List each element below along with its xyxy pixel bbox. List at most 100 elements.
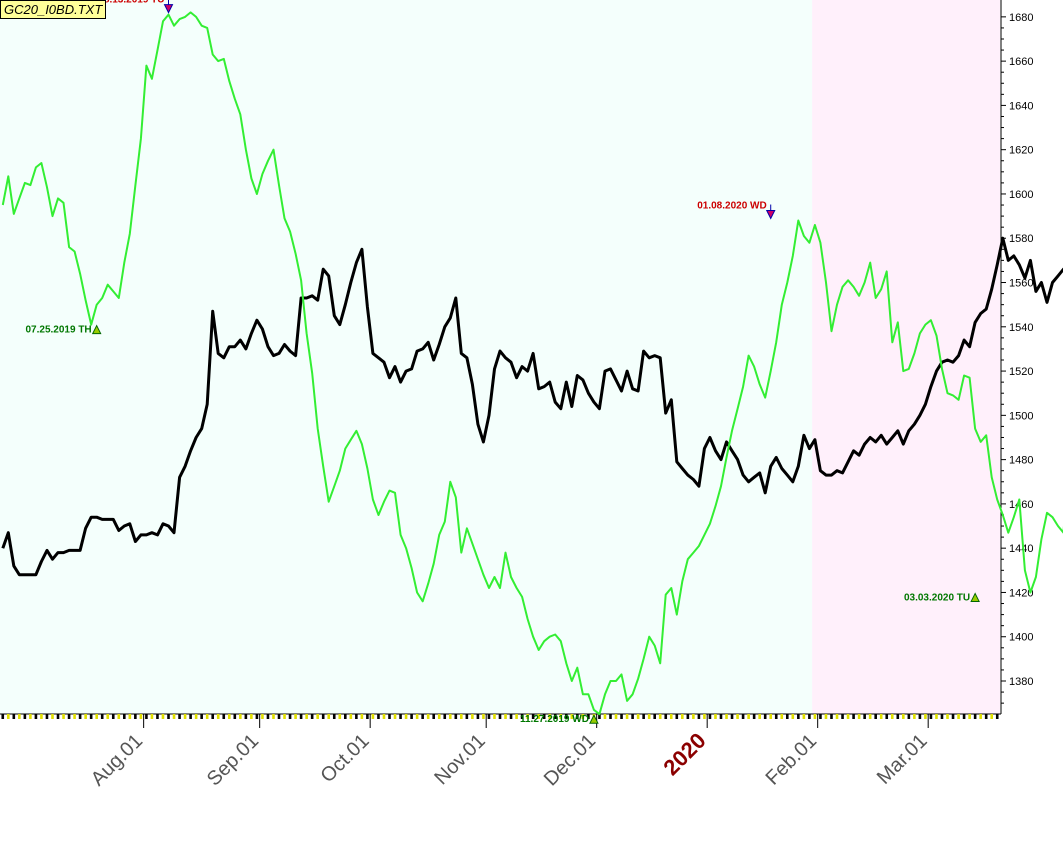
x-day-tick [283, 714, 286, 719]
x-day-tick [686, 714, 690, 719]
chart-title: GC20_I0BD.TXT [0, 0, 107, 19]
x-day-tick [156, 714, 159, 719]
x-day-tick [117, 714, 121, 719]
x-day-tick [404, 714, 408, 719]
x-day-tick [272, 714, 275, 719]
x-day-tick [432, 714, 436, 719]
y-tick-label: 1560 [1009, 278, 1033, 290]
x-day-tick [437, 714, 441, 719]
x-day-tick [482, 714, 485, 719]
x-day-tick [769, 714, 773, 719]
x-day-tick [1, 714, 5, 719]
x-day-tick [846, 714, 850, 719]
y-tick-label: 1400 [1009, 632, 1033, 644]
x-day-tick [763, 714, 767, 719]
x-day-tick [913, 714, 916, 719]
x-day-tick [564, 714, 568, 719]
x-day-tick [145, 714, 148, 719]
x-day-tick [288, 714, 292, 719]
x-day-tick [852, 714, 855, 719]
x-day-tick [520, 714, 524, 719]
x-day-tick [167, 714, 170, 719]
pivot-low-marker [970, 592, 980, 602]
month-label: Sep.01 [203, 730, 263, 790]
x-day-tick [819, 714, 822, 719]
x-day-tick [183, 714, 187, 719]
x-day-tick [835, 714, 839, 719]
x-day-tick [973, 714, 977, 719]
x-day-tick [327, 714, 331, 719]
x-day-tick [266, 714, 270, 719]
x-day-tick [321, 714, 325, 719]
x-day-tick [813, 714, 817, 719]
x-day-tick [448, 714, 452, 719]
x-day-tick [465, 714, 469, 719]
x-day-tick [67, 714, 71, 719]
x-day-tick [968, 714, 971, 719]
x-day-tick [808, 714, 811, 719]
x-day-tick [658, 714, 662, 719]
x-day-tick [902, 714, 905, 719]
x-day-tick [161, 714, 165, 719]
x-day-tick [609, 714, 612, 719]
x-day-tick [537, 714, 540, 719]
x-day-tick [189, 714, 192, 719]
x-day-tick [12, 714, 16, 719]
x-day-tick [995, 714, 999, 719]
x-day-tick [669, 714, 673, 719]
x-day-tick [415, 714, 419, 719]
x-day-tick [642, 714, 645, 719]
x-day-tick [443, 714, 447, 719]
x-day-tick [962, 714, 966, 719]
x-day-tick [631, 714, 634, 719]
x-day-tick [194, 714, 198, 719]
x-day-tick [697, 714, 701, 719]
x-day-tick [211, 714, 215, 719]
year-label: 2020 [658, 728, 710, 780]
pivot-low-label: 03.03.2020 TU [904, 592, 970, 603]
y-tick-label: 1540 [1009, 322, 1033, 334]
x-day-tick [653, 714, 656, 719]
x-day-tick [581, 714, 585, 719]
x-day-tick [299, 714, 303, 719]
x-day-tick [620, 714, 623, 719]
x-day-tick [172, 714, 176, 719]
pivot-high-marker [163, 4, 174, 14]
y-tick-label: 1480 [1009, 455, 1033, 467]
x-day-tick [393, 714, 397, 719]
x-day-tick [548, 714, 552, 719]
x-day-tick [338, 714, 342, 719]
x-day-tick [576, 714, 579, 719]
x-day-tick [924, 714, 927, 719]
x-day-tick [476, 714, 480, 719]
month-label: Dec.01 [540, 730, 600, 790]
x-day-tick [935, 714, 938, 719]
x-day-tick [128, 714, 132, 719]
x-day-tick [216, 714, 220, 719]
pivot-low-label: 11.27.2019 WD [520, 714, 589, 725]
x-day-tick [123, 714, 126, 719]
x-day-tick [100, 714, 104, 719]
x-day-tick [504, 714, 507, 719]
x-day-tick [255, 714, 259, 719]
x-day-tick [426, 714, 430, 719]
x-day-tick [51, 714, 54, 719]
x-day-tick [454, 714, 458, 719]
x-day-tick [979, 714, 982, 719]
x-day-tick [531, 714, 535, 719]
month-label: Feb.01 [762, 730, 822, 790]
x-day-tick [222, 714, 226, 719]
x-day-tick [797, 714, 800, 719]
x-day-tick [542, 714, 546, 719]
x-day-tick [868, 714, 872, 719]
x-day-tick [62, 714, 65, 719]
x-day-tick [675, 714, 679, 719]
x-day-tick [736, 714, 739, 719]
x-day-tick [570, 714, 574, 719]
x-day-tick [178, 714, 181, 719]
x-day-tick [758, 714, 761, 719]
month-label: Nov.01 [430, 730, 489, 789]
y-tick-label: 1620 [1009, 145, 1033, 157]
x-day-tick [874, 714, 877, 719]
